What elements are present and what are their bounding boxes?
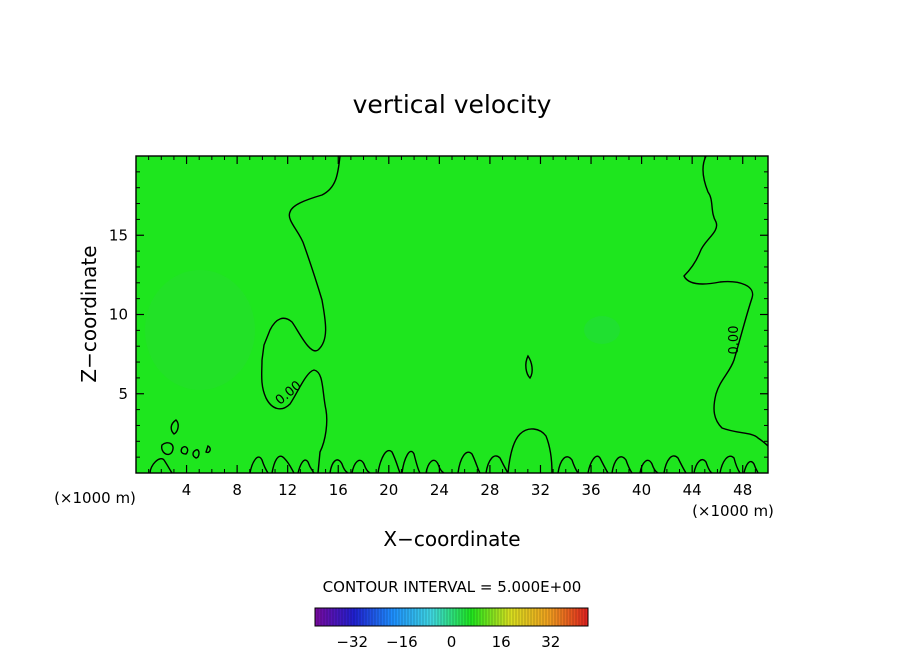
colorbar-ticks: −32 −16 0 16 32 <box>336 633 560 651</box>
colorbar-tick-label: −32 <box>336 633 368 651</box>
chart-title: vertical velocity <box>353 90 552 119</box>
shading-patch-left <box>145 270 255 390</box>
contour-lines <box>149 156 768 473</box>
x-unit-right: (×1000 m) <box>692 502 774 520</box>
x-tick-label: 8 <box>232 481 242 499</box>
zero-contour-right <box>683 156 768 447</box>
colorbar-tick-label: 16 <box>492 633 511 651</box>
contour-hump-30km <box>507 428 553 473</box>
colorbar-tick-label: −16 <box>386 633 418 651</box>
plot-background <box>136 156 768 473</box>
x-tick-label: 28 <box>480 481 499 499</box>
y-tick-label: 15 <box>109 226 128 244</box>
colorbar <box>314 607 589 627</box>
contour-interval: CONTOUR INTERVAL = 5.000E+00 <box>323 578 582 596</box>
x-tick-label: 44 <box>683 481 702 499</box>
x-tick-label: 16 <box>329 481 348 499</box>
x-tick-label: 48 <box>733 481 752 499</box>
x-tick-label: 36 <box>581 481 600 499</box>
colorbar-tick-label: 32 <box>541 633 560 651</box>
x-axis-label: X−coordinate <box>383 527 520 551</box>
x-tick-label: 12 <box>278 481 297 499</box>
zero-contour-left <box>260 156 341 473</box>
contour-bottom-wiggles <box>249 449 759 473</box>
contour-label-right: 0.00 <box>727 326 742 355</box>
y-ticks: 5 10 15 <box>109 171 768 458</box>
x-unit-left: (×1000 m) <box>54 489 136 507</box>
field-shading <box>145 270 620 390</box>
x-tick-label: 32 <box>531 481 550 499</box>
x-ticks: 4 8 12 16 20 24 28 32 36 40 44 48 <box>148 156 756 499</box>
contour-bottom-left <box>149 419 211 473</box>
y-tick-label: 10 <box>109 306 128 324</box>
shading-patch-mid <box>584 316 620 344</box>
colorbar-tick-label: 0 <box>447 633 457 651</box>
x-tick-label: 4 <box>182 481 192 499</box>
y-axis-label: Z−coordinate <box>77 245 101 382</box>
y-tick-label: 5 <box>118 385 128 403</box>
colorbar-stripes <box>317 608 586 626</box>
x-tick-label: 20 <box>379 481 398 499</box>
small-contour-31km <box>525 354 533 380</box>
x-tick-label: 24 <box>430 481 449 499</box>
x-tick-label: 40 <box>632 481 651 499</box>
